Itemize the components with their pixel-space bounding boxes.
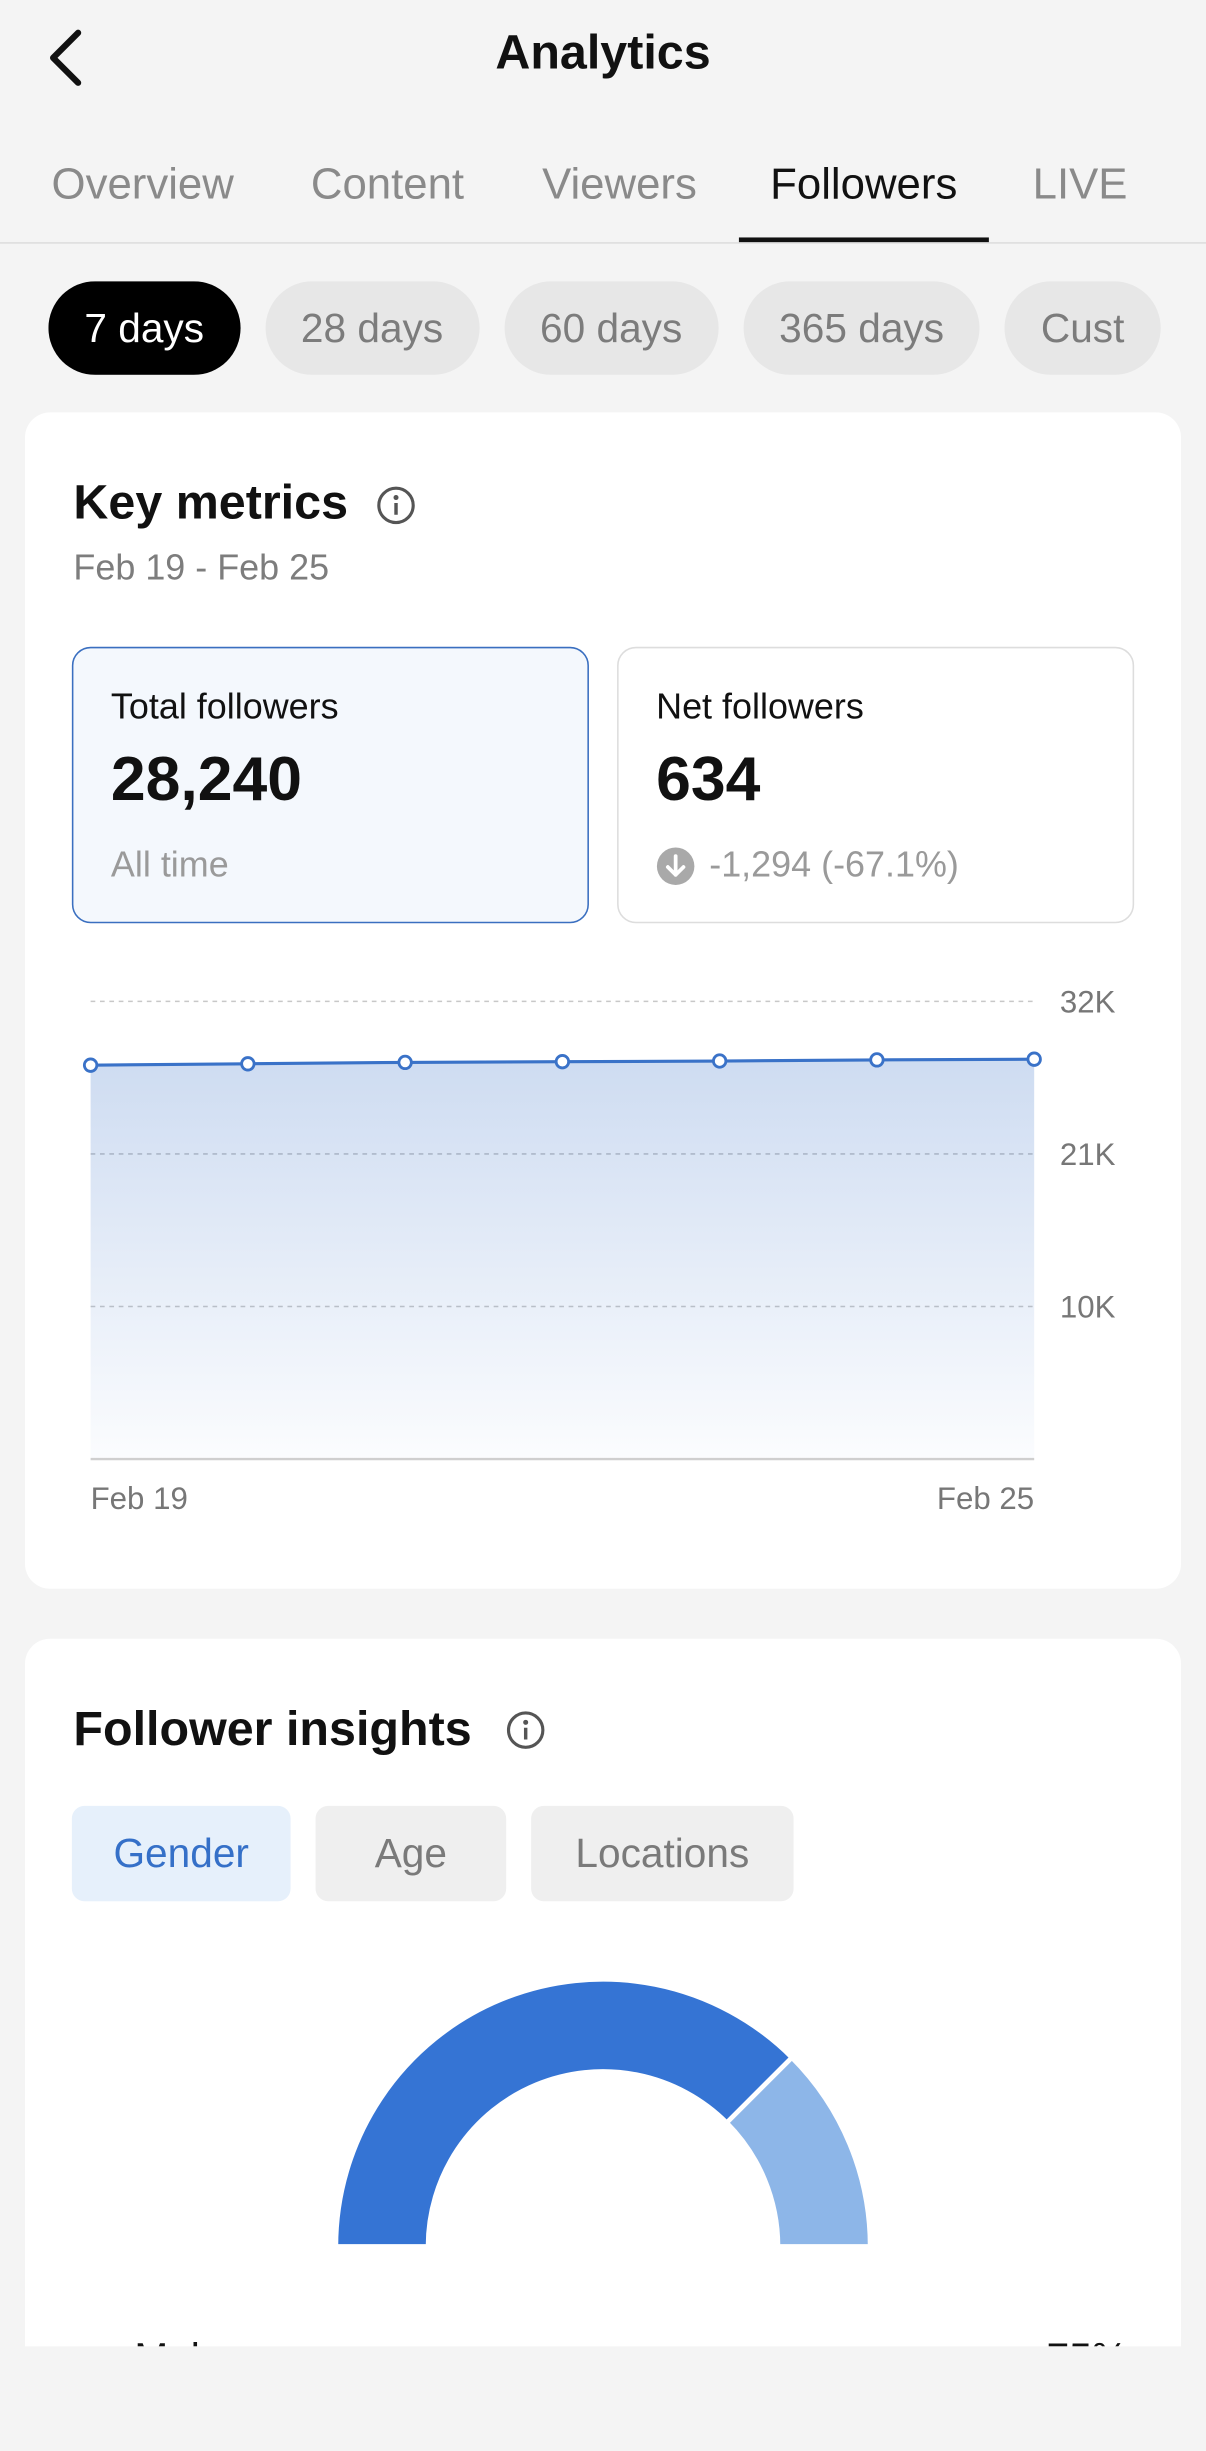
section-title: Key metrics — [73, 474, 349, 530]
scroll-view: Analytics Overview Content Viewers Follower… — [0, 24, 1206, 2347]
legend-value: 75% — [1047, 2334, 1128, 2346]
donut-slice — [333, 1976, 796, 2249]
insight-tab[interactable]: Gender — [71, 1805, 291, 1902]
tab[interactable]: Content — [310, 159, 465, 208]
area — [90, 1059, 1035, 1460]
x-tick-label: Feb 19 — [91, 1481, 188, 1516]
point — [554, 1054, 571, 1070]
gender-donut: Male 75% — [134, 1976, 1128, 2346]
down-icon — [656, 847, 695, 885]
section-title: Follower insights — [73, 1701, 472, 1756]
info-icon[interactable] — [505, 1709, 547, 1751]
cover — [312, 2246, 907, 2263]
range-pill[interactable]: 7 days — [48, 281, 240, 375]
metric-label: Total followers — [110, 685, 339, 727]
insight-tab[interactable]: Locations — [531, 1805, 794, 1902]
x-tick-label: Feb 25 — [937, 1481, 1034, 1516]
point — [240, 1056, 256, 1072]
legend-label: Male — [134, 2334, 222, 2346]
range-selector: 7 days 28 days 60 days 365 days Cust — [48, 281, 1181, 375]
metric-label: Net followers — [656, 685, 864, 727]
y-tick-label: 32K — [1060, 984, 1116, 1019]
back-button[interactable] — [41, 28, 91, 87]
point — [397, 1054, 413, 1071]
y-tick-label: 10K — [1060, 1289, 1116, 1324]
tab[interactable]: Overview — [51, 159, 234, 208]
y-tick-label: 21K — [1060, 1137, 1116, 1172]
point — [711, 1053, 728, 1069]
range-pill[interactable]: 28 days — [264, 281, 480, 375]
point — [1026, 1051, 1042, 1067]
range-pill[interactable]: 365 days — [743, 281, 980, 375]
date-range: Feb 19 - Feb 25 — [73, 546, 330, 588]
line-chart: 10K 21K 32K Feb 19 Feb 25 — [82, 984, 1116, 1516]
insight-tab[interactable]: Age — [315, 1805, 507, 1902]
metric-value: 634 — [656, 745, 761, 814]
tab-bar: Overview Content Viewers Followers LIVE — [0, 141, 1206, 244]
range-pill[interactable]: 60 days — [504, 281, 719, 375]
range-pill[interactable]: Cust — [1004, 281, 1161, 375]
page-title: Analytics — [495, 24, 711, 80]
info-icon[interactable] — [375, 484, 417, 526]
point — [869, 1052, 885, 1068]
point — [82, 1057, 99, 1073]
tab[interactable]: Followers — [738, 141, 989, 243]
metric-card[interactable]: Net followers 634 -1,294 (-67.1%) — [617, 646, 1135, 924]
metric-note: -1,294 (-67.1%) — [709, 843, 959, 885]
metric-note: All time — [110, 843, 229, 885]
metric-card[interactable]: Total followers 28,240 All time — [71, 646, 589, 924]
tab[interactable]: LIVE — [1032, 159, 1128, 208]
tab[interactable]: Viewers — [542, 159, 697, 208]
donut-slice — [723, 2054, 873, 2249]
metric-value: 28,240 — [110, 745, 303, 814]
